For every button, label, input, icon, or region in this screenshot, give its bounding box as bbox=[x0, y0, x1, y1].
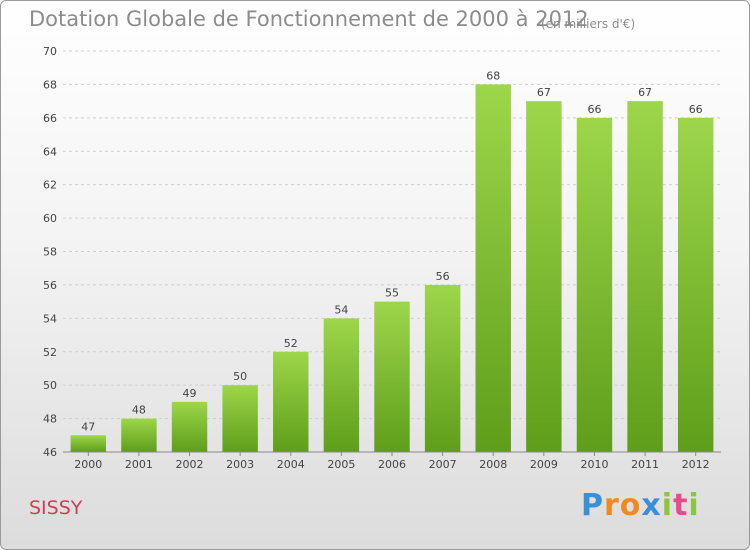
data-label: 68 bbox=[486, 69, 500, 82]
y-tick-label: 62 bbox=[43, 179, 57, 192]
logo-letter: i bbox=[688, 488, 700, 523]
y-tick-label: 52 bbox=[43, 346, 57, 359]
y-tick-label: 46 bbox=[43, 446, 57, 459]
x-tick-label: 2011 bbox=[631, 458, 659, 471]
bar bbox=[323, 318, 360, 452]
data-label: 55 bbox=[385, 287, 399, 300]
proxiti-logo: Proxiti bbox=[581, 488, 700, 523]
y-tick-label: 68 bbox=[43, 78, 57, 91]
x-tick-label: 2004 bbox=[277, 458, 305, 471]
chart-subtitle: (en milliers d'€) bbox=[541, 17, 636, 31]
bar bbox=[677, 117, 714, 452]
bar bbox=[526, 101, 562, 452]
logo-letter: o bbox=[619, 488, 642, 523]
x-tick-label: 2010 bbox=[580, 458, 608, 471]
bar bbox=[273, 351, 309, 452]
bar bbox=[222, 385, 258, 452]
y-tick-label: 66 bbox=[43, 112, 57, 125]
y-tick-label: 50 bbox=[43, 379, 57, 392]
x-tick-label: 2001 bbox=[125, 458, 153, 471]
y-tick-label: 48 bbox=[43, 413, 57, 426]
x-tick-label: 2003 bbox=[226, 458, 254, 471]
commune-name: SISSY bbox=[29, 497, 83, 519]
logo-letter: i bbox=[661, 488, 674, 523]
data-label: 52 bbox=[284, 337, 298, 350]
data-labels: 47 48 49 50 52 54 55 56 68 67 66 67 66 bbox=[81, 69, 702, 433]
data-label: 66 bbox=[689, 103, 703, 116]
chart-title: Dotation Globale de Fonctionnement de 20… bbox=[29, 7, 589, 31]
y-tick-label: 58 bbox=[43, 246, 57, 259]
data-label: 66 bbox=[587, 103, 601, 116]
data-label: 67 bbox=[537, 86, 551, 99]
x-axis-ticks: 2000 2001 2002 2003 2004 2005 2006 2007 2008 2009… bbox=[74, 452, 710, 471]
y-tick-label: 64 bbox=[43, 145, 57, 158]
data-label: 56 bbox=[436, 270, 450, 283]
y-tick-label: 56 bbox=[43, 279, 57, 292]
data-label: 54 bbox=[334, 303, 348, 316]
bar bbox=[576, 117, 613, 452]
data-label: 50 bbox=[233, 370, 247, 383]
x-tick-label: 2008 bbox=[479, 458, 507, 471]
bar bbox=[627, 101, 663, 452]
data-label: 49 bbox=[183, 387, 197, 400]
y-axis-ticks: 46 48 50 52 54 56 58 60 62 64 66 68 70 bbox=[43, 45, 57, 459]
bar bbox=[70, 435, 107, 452]
x-tick-label: 2005 bbox=[327, 458, 355, 471]
x-tick-label: 2007 bbox=[429, 458, 457, 471]
y-tick-label: 54 bbox=[43, 312, 57, 325]
x-tick-label: 2012 bbox=[682, 458, 710, 471]
x-tick-label: 2002 bbox=[176, 458, 204, 471]
data-label: 47 bbox=[81, 420, 95, 433]
logo-letter: t bbox=[673, 488, 689, 523]
bar bbox=[424, 284, 461, 452]
y-tick-label: 70 bbox=[43, 45, 57, 58]
data-label: 48 bbox=[132, 404, 146, 417]
bar bbox=[475, 84, 511, 453]
logo-letter: r bbox=[604, 488, 620, 523]
x-tick-label: 2006 bbox=[378, 458, 406, 471]
bars bbox=[70, 84, 714, 453]
bar bbox=[374, 301, 410, 452]
x-tick-label: 2009 bbox=[530, 458, 558, 471]
logo-letter: P bbox=[581, 488, 604, 523]
data-label: 67 bbox=[638, 86, 652, 99]
bar bbox=[121, 418, 157, 452]
y-tick-label: 60 bbox=[43, 212, 57, 225]
x-tick-label: 2000 bbox=[74, 458, 102, 471]
logo-letter: x bbox=[641, 488, 662, 523]
bar bbox=[171, 401, 208, 452]
